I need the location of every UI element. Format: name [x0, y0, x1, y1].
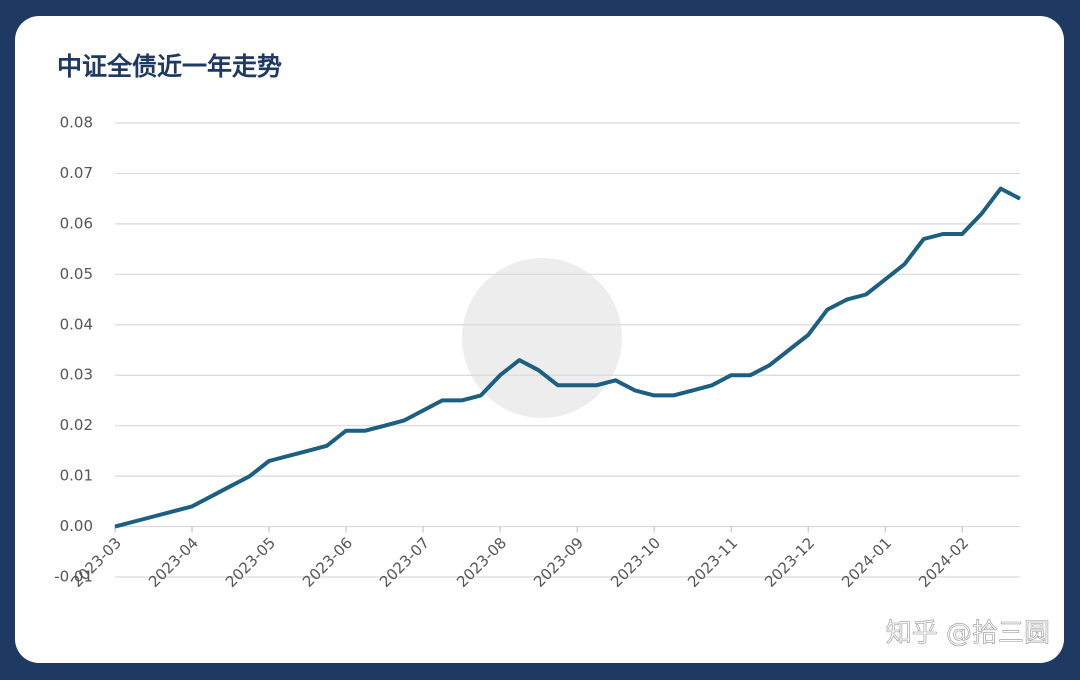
y-tick-label: 0.07: [60, 164, 93, 182]
y-tick-label: 0.00: [60, 517, 93, 535]
y-tick-label: 0.03: [60, 366, 93, 384]
y-tick-label: 0.05: [60, 265, 93, 283]
y-tick-label: 0.01: [60, 467, 93, 485]
watermark: 知乎 @拾三圆: [886, 619, 1050, 649]
chart-title: 中证全债近一年走势: [57, 52, 282, 81]
logo-watermark: [462, 258, 622, 418]
y-tick-label: 0.06: [60, 214, 93, 232]
y-tick-label: 0.04: [60, 315, 93, 333]
y-tick-label: -0.01: [54, 568, 93, 586]
y-tick-label: 0.02: [60, 416, 93, 434]
y-tick-label: 0.08: [60, 114, 93, 132]
line: [114, 186, 1021, 529]
